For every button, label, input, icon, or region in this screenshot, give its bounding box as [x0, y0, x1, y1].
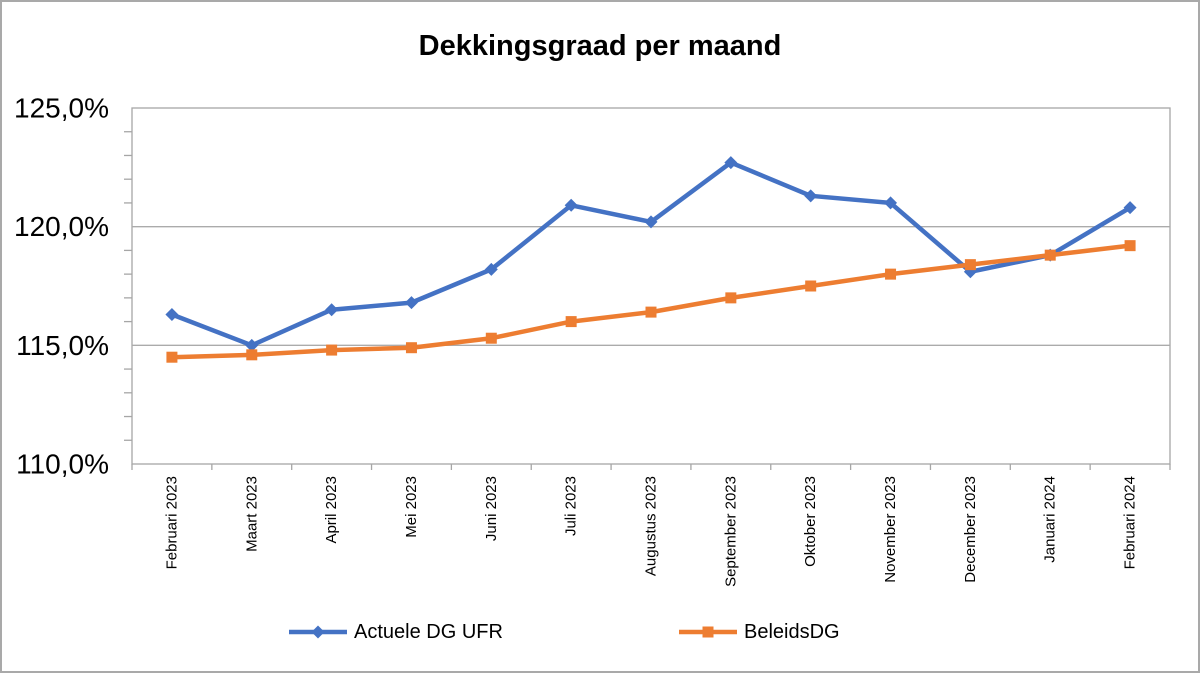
x-axis-label: Mei 2023 [403, 476, 420, 538]
x-axis-label: Februari 2023 [163, 476, 180, 569]
series-actuele-dg-ufr-marker-diamond [404, 296, 418, 310]
series-actuele-dg-ufr-marker-diamond [484, 262, 498, 276]
x-axis-label: Juni 2023 [483, 476, 500, 541]
legend-label: BeleidsDG [744, 620, 840, 643]
x-axis-label: April 2023 [323, 476, 340, 544]
x-axis-label: Oktober 2023 [802, 476, 819, 567]
series-beleidsdg-marker-square [405, 342, 417, 354]
series-actuele-dg-ufr-line [169, 160, 1133, 348]
series-beleidsdg-marker-square [645, 306, 657, 318]
legend-label: Actuele DG UFR [354, 620, 503, 643]
series-actuele-dg-ufr-marker-diamond [884, 196, 898, 210]
x-axis-label: Augustus 2023 [643, 476, 660, 576]
series-actuele-dg-ufr-marker-diamond [325, 303, 339, 317]
series-actuele-dg-ufr-marker-diamond [644, 215, 658, 229]
series-actuele-dg-ufr-marker-diamond [804, 189, 818, 203]
chart-title: Dekkingsgraad per maand [418, 30, 782, 62]
series-actuele-dg-ufr-marker-diamond [245, 338, 259, 352]
legend-item-beleidsdg: BeleidsDG [679, 619, 840, 645]
x-axis-label: December 2023 [962, 476, 979, 583]
series-beleidsdg-marker-square [485, 332, 497, 344]
series-beleidsdg-line [169, 243, 1133, 360]
legend-item-actuele-dg-ufr: Actuele DG UFR [289, 619, 503, 645]
y-axis-label: 120,0% [14, 211, 109, 242]
series-actuele-dg-ufr-marker-diamond [1123, 201, 1137, 215]
x-axis-label: Maart 2023 [243, 476, 260, 552]
series-beleidsdg-marker-square [326, 344, 338, 356]
legend-swatch-diamond [311, 625, 325, 639]
x-axis-label: Juli 2023 [563, 476, 580, 536]
series-actuele-dg-ufr-marker-diamond [165, 307, 179, 321]
y-axis-label: 125,0% [14, 93, 109, 124]
legend-line-diamond-icon [289, 625, 347, 639]
plot-area-border [131, 107, 1171, 465]
series-beleidsdg-marker-square [1044, 249, 1056, 261]
series-beleidsdg-marker-square [964, 259, 976, 271]
legend-line-square-icon [679, 626, 737, 638]
legend-swatch-square [702, 626, 714, 638]
y-axis-label: 110,0% [16, 449, 109, 480]
series-beleidsdg-marker-square [565, 316, 577, 328]
series-beleidsdg-marker-square [885, 268, 897, 280]
x-axis-label: September 2023 [722, 476, 739, 587]
series-actuele-dg-ufr-marker-diamond [724, 156, 738, 170]
x-axis-label: November 2023 [882, 476, 899, 583]
series-beleidsdg-marker-square [246, 349, 258, 361]
x-axis-label: Februari 2024 [1122, 476, 1139, 569]
series-actuele-dg-ufr-marker-diamond [564, 198, 578, 212]
x-axis-label: Januari 2024 [1042, 476, 1059, 563]
series-beleidsdg-marker-square [725, 292, 737, 304]
series-beleidsdg-marker-square [1124, 240, 1136, 252]
series-beleidsdg-marker-square [166, 351, 178, 363]
series-beleidsdg-marker-square [805, 280, 817, 292]
y-axis-label: 115,0% [16, 330, 109, 361]
